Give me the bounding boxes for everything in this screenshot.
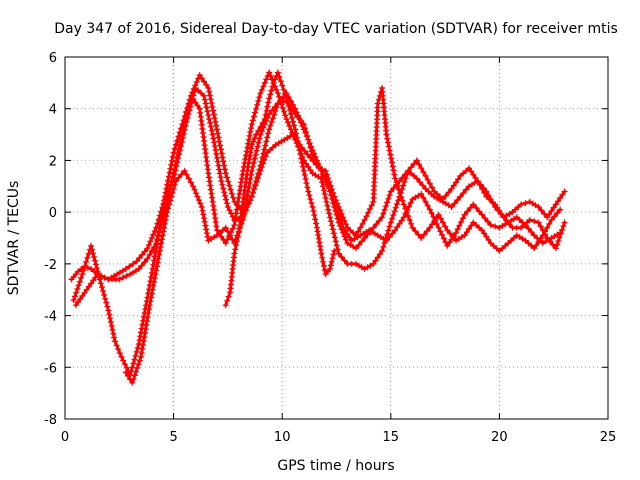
y-tick-label: -2 — [44, 258, 57, 273]
series-markers — [122, 85, 564, 386]
x-tick-label: 10 — [274, 430, 291, 445]
series-markers — [222, 69, 338, 309]
data-series — [68, 69, 568, 386]
axis-ticks: -8 -6 -4 -2 0 2 4 6 0 5 10 15 20 25 — [44, 51, 616, 445]
y-tick-label: -6 — [44, 361, 57, 376]
x-tick-label: 25 — [600, 430, 617, 445]
x-tick-label: 20 — [491, 430, 508, 445]
x-tick-label: 15 — [383, 430, 400, 445]
y-tick-label: 6 — [49, 51, 57, 66]
plot-frame — [64, 56, 609, 420]
y-tick-label: 2 — [49, 154, 57, 169]
x-axis-label: GPS time / hours — [277, 458, 394, 474]
chart-title: Day 347 of 2016, Sidereal Day-to-day VTE… — [54, 21, 618, 37]
y-tick-label: -8 — [44, 413, 57, 428]
y-tick-label: 0 — [49, 206, 57, 221]
series-line — [74, 73, 567, 307]
series-markers — [72, 72, 568, 309]
x-tick-label: 5 — [169, 430, 177, 445]
y-tick-label: -4 — [44, 310, 57, 325]
series-track-5 — [222, 69, 338, 309]
x-tick-label: 0 — [61, 430, 69, 445]
series-track-4 — [122, 85, 564, 386]
series-track-1 — [68, 85, 564, 283]
series-track-2 — [70, 69, 568, 378]
y-axis-label: SDTVAR / TECUs — [6, 181, 22, 296]
grid — [65, 57, 608, 419]
series-track-3 — [72, 72, 568, 309]
y-tick-label: 4 — [49, 103, 57, 118]
